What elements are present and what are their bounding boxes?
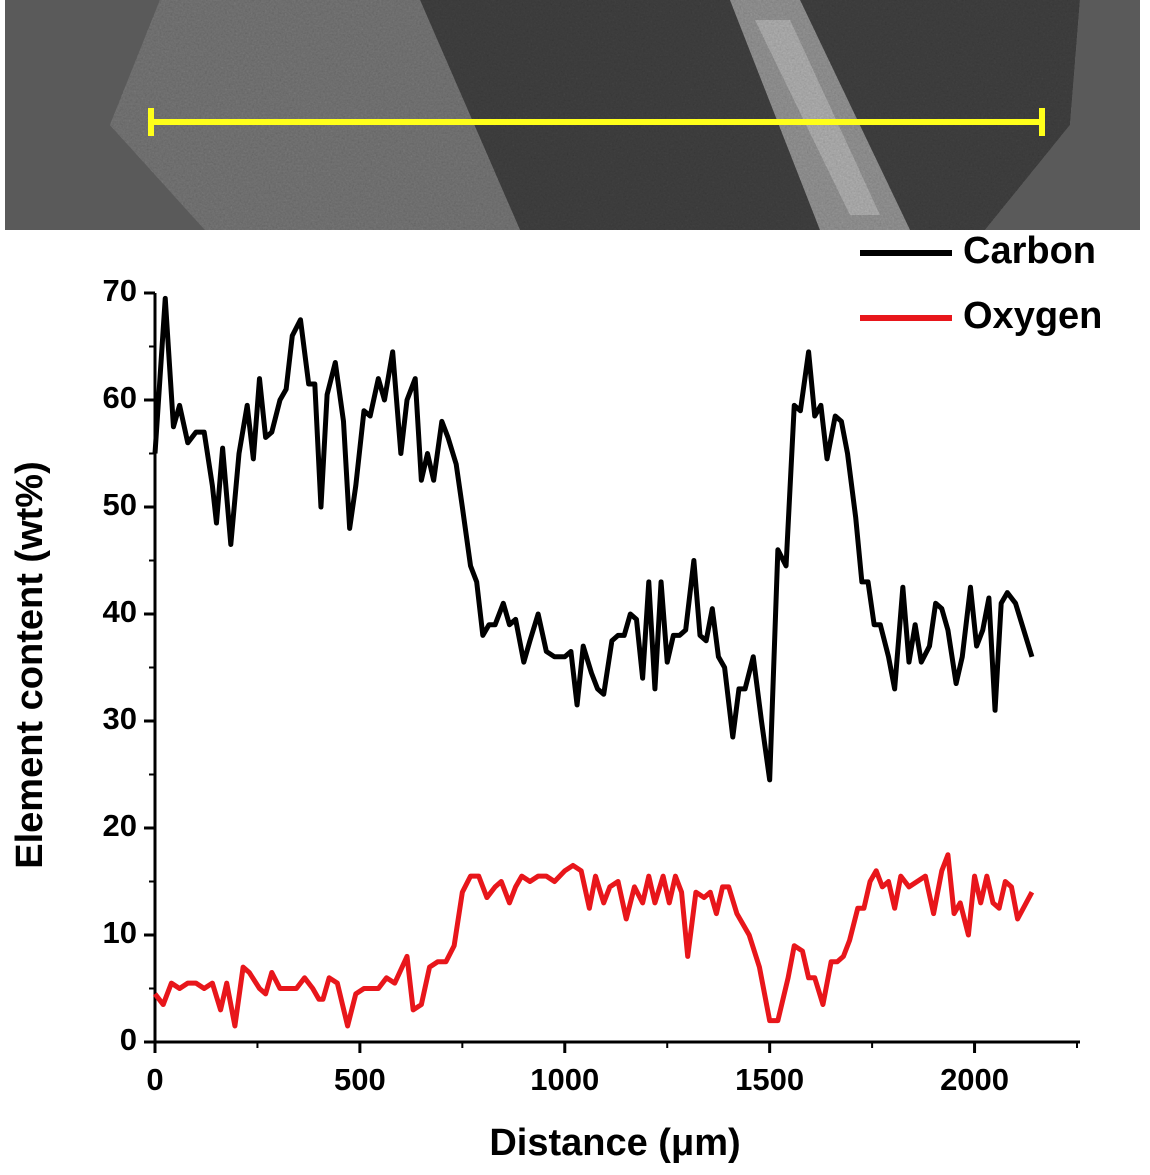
x-tick-label: 2000 [940, 1062, 1009, 1097]
data-line [155, 855, 1032, 1026]
y-tick-label: 50 [103, 487, 137, 522]
sem-image [5, 0, 1140, 230]
y-tick-label: 60 [103, 380, 137, 415]
y-tick-label: 70 [103, 273, 137, 308]
y-tick-label: 30 [103, 701, 137, 736]
x-tick-label: 1000 [530, 1062, 599, 1097]
y-tick-label: 20 [103, 808, 137, 843]
figure: Distance (μm) Element content (wt%) 0 10 2… [0, 0, 1150, 1175]
data-line [155, 298, 1032, 779]
x-tick-label: 1500 [735, 1062, 804, 1097]
x-axis-title: Distance (μm) [489, 1122, 740, 1164]
y-tick-label: 40 [103, 594, 137, 629]
x-tick-label: 500 [334, 1062, 386, 1097]
y-tick-label: 10 [103, 915, 137, 950]
legend-text: Carbon [963, 230, 1096, 272]
y-tick-label: 0 [120, 1022, 137, 1057]
y-axis-title: Element content (wt%) [9, 461, 51, 868]
legend-text: Oxygen [963, 295, 1102, 337]
x-tick-label: 0 [146, 1062, 163, 1097]
